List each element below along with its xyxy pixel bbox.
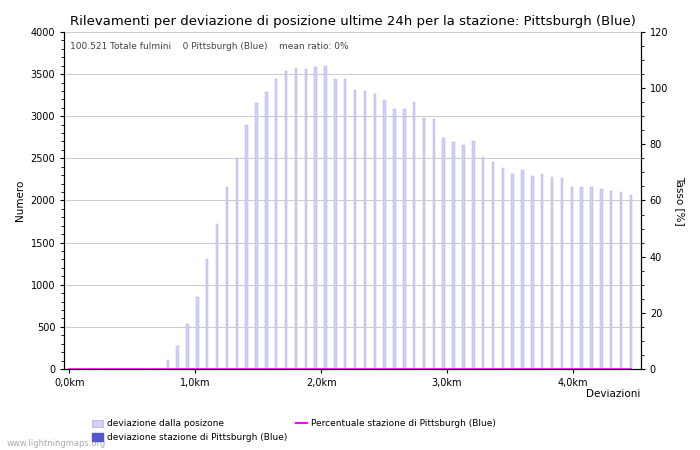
Bar <box>403 108 405 369</box>
Bar <box>256 103 258 369</box>
Bar <box>285 71 287 369</box>
Bar <box>265 92 267 369</box>
Bar <box>522 170 524 369</box>
Bar <box>167 360 169 369</box>
Bar <box>216 224 218 369</box>
Bar <box>344 79 346 369</box>
Bar <box>384 100 386 369</box>
Bar <box>462 145 465 369</box>
Bar <box>206 260 209 369</box>
Bar <box>512 174 514 369</box>
Bar <box>176 346 179 369</box>
Bar <box>580 187 583 369</box>
Bar <box>482 158 484 369</box>
Text: Deviazioni: Deviazioni <box>587 389 641 399</box>
Y-axis label: Numero: Numero <box>15 180 25 221</box>
Bar <box>186 324 189 369</box>
Bar <box>541 174 543 369</box>
Bar <box>225 187 228 369</box>
Bar <box>600 189 603 369</box>
Bar <box>246 126 248 369</box>
Bar <box>354 90 356 369</box>
Bar <box>630 195 632 369</box>
Text: 100.521 Totale fulmini    0 Pittsburgh (Blue)    mean ratio: 0%: 100.521 Totale fulmini 0 Pittsburgh (Blu… <box>70 42 349 51</box>
Bar <box>196 297 199 369</box>
Bar <box>551 177 553 369</box>
Bar <box>570 187 573 369</box>
Bar <box>374 94 376 369</box>
Bar <box>324 66 327 369</box>
Bar <box>304 69 307 369</box>
Bar <box>452 142 455 369</box>
Bar <box>492 162 494 369</box>
Bar <box>423 118 425 369</box>
Bar <box>590 187 593 369</box>
Bar <box>275 79 277 369</box>
Y-axis label: Tasso [%]: Tasso [%] <box>675 176 685 225</box>
Bar <box>393 109 395 369</box>
Title: Rilevamenti per deviazione di posizione ultime 24h per la stazione: Pittsburgh (: Rilevamenti per deviazione di posizione … <box>69 15 636 28</box>
Bar <box>236 158 238 369</box>
Bar <box>295 68 297 369</box>
Bar <box>531 176 533 369</box>
Bar <box>620 192 622 369</box>
Bar <box>610 191 612 369</box>
Bar <box>334 79 337 369</box>
Bar <box>433 119 435 369</box>
Bar <box>442 138 445 369</box>
Bar <box>314 68 317 369</box>
Bar <box>413 102 415 369</box>
Bar <box>472 141 475 369</box>
Bar <box>364 91 366 369</box>
Bar <box>502 168 504 369</box>
Text: www.lightningmaps.org: www.lightningmaps.org <box>7 439 106 448</box>
Legend: deviazione dalla posizone, deviazione stazione di Pittsburgh (Blue), Percentuale: deviazione dalla posizone, deviazione st… <box>89 416 499 446</box>
Bar <box>561 178 564 369</box>
